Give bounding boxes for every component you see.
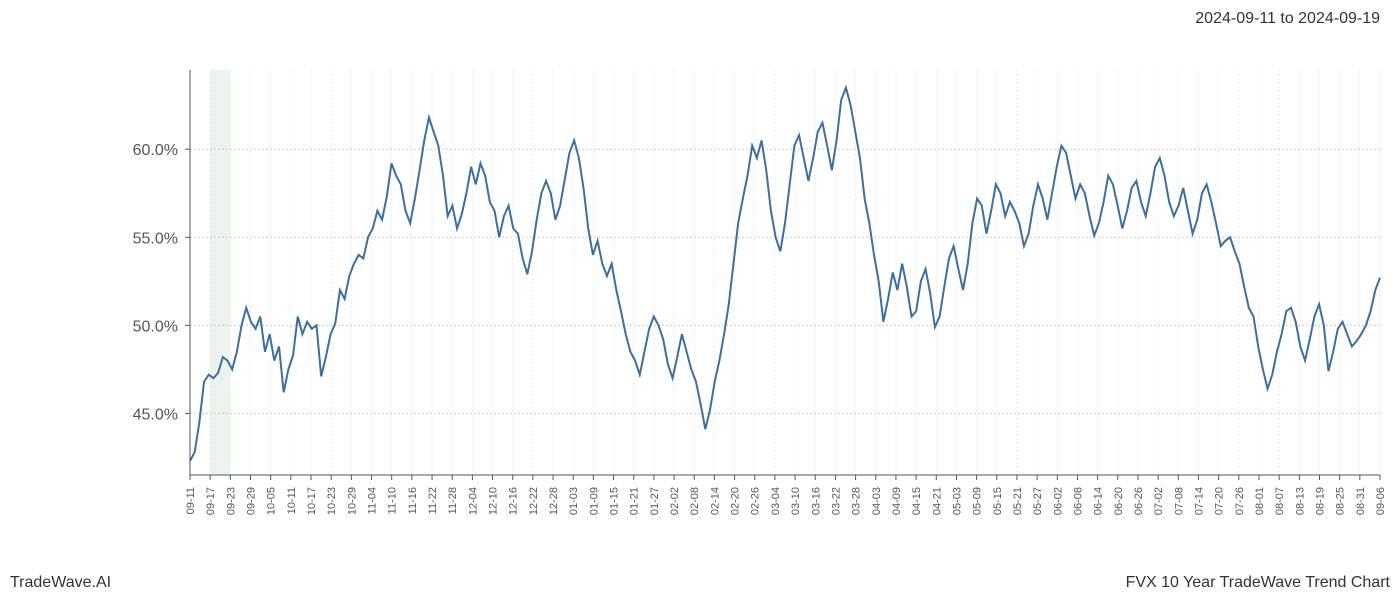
x-tick-label: 07-26 — [1234, 487, 1246, 515]
x-tick-label: 10-23 — [326, 487, 338, 515]
x-tick-label: 01-03 — [568, 487, 580, 515]
trend-line — [190, 88, 1380, 461]
x-tick-label: 04-21 — [931, 487, 943, 515]
x-tick-label: 07-02 — [1153, 487, 1165, 515]
chart-container: 45.0% 50.0% 55.0% 60.0% 09-11 09-17 09-23 09-29… — [0, 50, 1400, 565]
x-tick-label: 08-13 — [1294, 487, 1306, 515]
x-tick-label: 01-15 — [609, 487, 621, 515]
x-tick-label: 09-11 — [185, 487, 197, 514]
x-tick-label: 06-02 — [1052, 487, 1064, 515]
x-tick-label: 04-15 — [911, 487, 923, 515]
x-tick-label: 01-09 — [588, 487, 600, 515]
x-tick-label: 05-03 — [951, 487, 963, 515]
x-tick-label: 02-20 — [730, 487, 742, 515]
x-tick-label: 11-22 — [427, 487, 439, 514]
x-tick-label: 06-14 — [1093, 487, 1105, 515]
x-tick-label: 02-26 — [750, 487, 762, 515]
x-tick-label: 09-17 — [205, 487, 217, 515]
x-tick-label: 10-05 — [266, 487, 278, 515]
y-tick-label: 50.0% — [133, 318, 178, 335]
x-tick-label: 05-27 — [1032, 487, 1044, 515]
x-tick-label: 05-21 — [1012, 487, 1024, 515]
x-tick-label: 08-25 — [1335, 487, 1347, 515]
x-tick-label: 05-15 — [992, 487, 1004, 515]
x-tick-label: 11-28 — [447, 487, 459, 514]
x-tick-label: 04-03 — [871, 487, 883, 515]
date-range-label: 2024-09-11 to 2024-09-19 — [1195, 10, 1380, 28]
x-tick-label: 11-10 — [387, 487, 399, 514]
y-tick-label: 60.0% — [133, 142, 178, 159]
highlight-band — [210, 70, 230, 475]
y-tick-label: 55.0% — [133, 230, 178, 247]
x-tick-label: 07-08 — [1173, 487, 1185, 515]
x-tick-label: 06-20 — [1113, 487, 1125, 515]
x-tick-label: 02-02 — [669, 487, 681, 515]
x-tick-label: 08-31 — [1355, 487, 1367, 515]
x-tick-label: 12-28 — [548, 487, 560, 515]
x-tick-label: 09-29 — [246, 487, 258, 515]
x-tick-label: 12-22 — [528, 487, 540, 515]
x-tick-label: 06-08 — [1072, 487, 1084, 515]
x-tick-label: 09-06 — [1375, 487, 1387, 515]
x-tick-label: 09-23 — [225, 487, 237, 515]
x-tick-label: 10-11 — [286, 487, 298, 514]
x-tick-label: 08-07 — [1274, 487, 1286, 515]
x-tick-label: 01-27 — [649, 487, 661, 515]
x-tick-label: 04-09 — [891, 487, 903, 515]
y-tick-label: 45.0% — [133, 406, 178, 423]
x-tick-label: 05-09 — [972, 487, 984, 515]
x-tick-label: 03-04 — [770, 487, 782, 515]
x-tick-label: 03-28 — [851, 487, 863, 515]
x-tick-label: 11-04 — [367, 487, 379, 514]
x-tick-label: 03-10 — [790, 487, 802, 515]
x-tick-label: 06-26 — [1133, 487, 1145, 515]
x-tick-label: 02-08 — [689, 487, 701, 515]
x-tick-label: 12-16 — [508, 487, 520, 515]
chart-title: FVX 10 Year TradeWave Trend Chart — [1126, 574, 1390, 592]
x-tick-label: 10-29 — [346, 487, 358, 515]
trend-chart: 45.0% 50.0% 55.0% 60.0% 09-11 09-17 09-23 09-29… — [0, 50, 1400, 565]
x-tick-label: 02-14 — [709, 487, 721, 515]
x-tick-label: 12-04 — [467, 487, 479, 515]
x-tick-label: 10-17 — [306, 487, 318, 515]
x-tick-label: 08-01 — [1254, 487, 1266, 515]
x-tick-label: 07-20 — [1214, 487, 1226, 515]
x-tick-label: 03-16 — [810, 487, 822, 515]
brand-label: TradeWave.AI — [10, 574, 111, 592]
x-tick-label: 07-14 — [1193, 487, 1205, 515]
x-tick-label: 11-16 — [407, 487, 419, 514]
x-tick-label: 03-22 — [830, 487, 842, 515]
x-tick-label: 08-19 — [1314, 487, 1326, 515]
x-tick-label: 01-21 — [629, 487, 641, 515]
x-tick-label: 12-10 — [488, 487, 500, 515]
